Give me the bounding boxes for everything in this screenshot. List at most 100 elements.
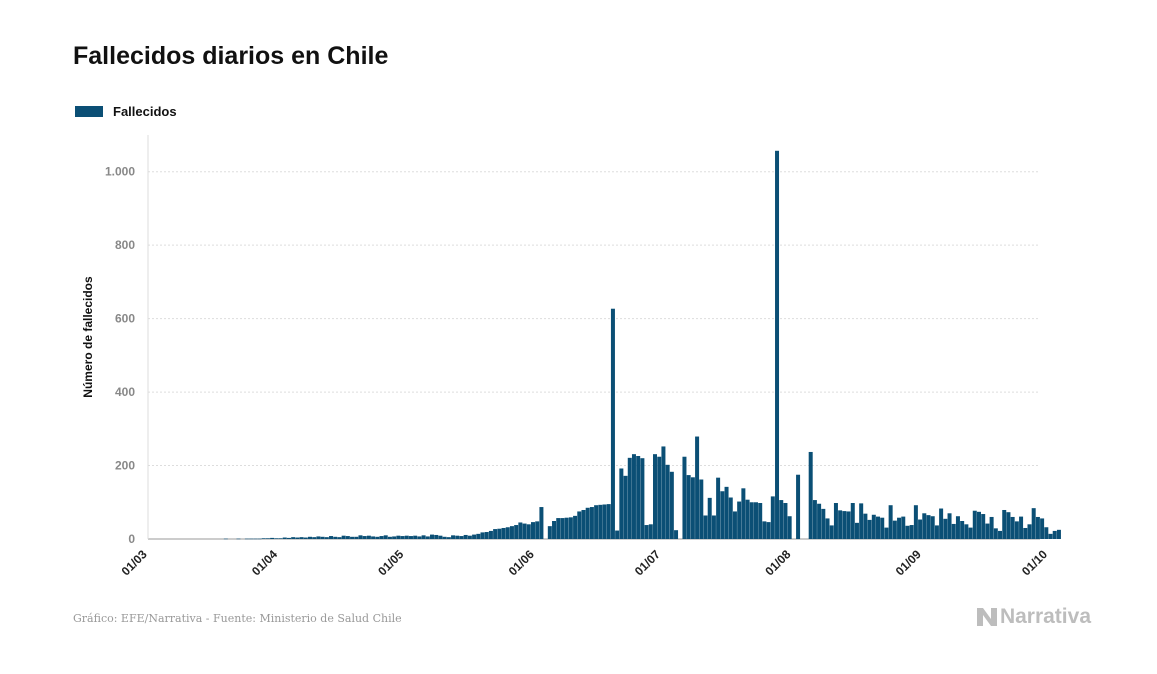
- bar: [876, 516, 881, 539]
- bar: [1002, 509, 1007, 539]
- bar: [993, 528, 998, 539]
- bar: [741, 488, 746, 539]
- bar: [472, 534, 477, 539]
- x-tick-label: 01/06: [506, 547, 537, 578]
- bar: [295, 537, 300, 539]
- bar: [644, 525, 649, 539]
- bar: [976, 511, 981, 539]
- bar: [396, 535, 401, 539]
- bar: [421, 535, 426, 539]
- bar: [775, 150, 780, 540]
- bar: [623, 475, 628, 539]
- bar: [892, 520, 897, 539]
- bar: [918, 519, 923, 539]
- bar: [354, 536, 359, 539]
- y-axis-label: Número de fallecidos: [81, 276, 95, 398]
- bar: [913, 505, 918, 539]
- y-tick-label: 200: [115, 459, 135, 473]
- chart-title: Fallecidos diarios en Chile: [73, 42, 389, 70]
- source-note: Gráfico: EFE/Narrativa - Fuente: Ministe…: [73, 612, 402, 625]
- bar: [732, 511, 737, 539]
- bar: [270, 537, 275, 539]
- y-tick-label: 0: [128, 532, 135, 546]
- bar: [446, 537, 451, 539]
- bar: [905, 525, 910, 539]
- bar: [1052, 530, 1057, 539]
- bar: [606, 504, 611, 539]
- bar: [951, 523, 956, 539]
- x-tick-label: 01/08: [762, 547, 793, 578]
- bar: [657, 456, 662, 539]
- bar: [703, 515, 708, 539]
- bar: [989, 516, 994, 539]
- bar: [863, 513, 868, 539]
- bar: [463, 534, 468, 539]
- bar: [501, 527, 506, 539]
- bar: [960, 521, 965, 539]
- bar: [1006, 512, 1011, 539]
- bar: [829, 525, 834, 539]
- bar: [594, 505, 599, 539]
- bar: [568, 517, 573, 539]
- bar: [972, 510, 977, 539]
- bar: [362, 536, 367, 539]
- bar: [408, 536, 413, 539]
- bar: [341, 535, 346, 539]
- bar: [749, 502, 754, 539]
- bar: [985, 523, 990, 539]
- bar: [909, 525, 914, 539]
- bar: [257, 538, 262, 540]
- bar: [375, 536, 380, 539]
- bar: [514, 525, 519, 539]
- bar: [488, 530, 493, 539]
- bar: [425, 536, 430, 539]
- bar: [850, 503, 855, 539]
- bar: [636, 456, 641, 539]
- bar: [926, 515, 931, 539]
- bar: [484, 532, 489, 539]
- bar: [387, 536, 392, 539]
- bar: [686, 475, 691, 539]
- bar: [998, 530, 1003, 539]
- bar: [585, 507, 590, 539]
- bar: [880, 517, 885, 539]
- bar: [350, 536, 355, 539]
- bar: [312, 537, 317, 539]
- bar: [552, 521, 557, 539]
- bar: [619, 468, 624, 539]
- bar: [261, 538, 266, 539]
- bar: [530, 522, 535, 539]
- legend: Fallecidos: [75, 104, 177, 119]
- bar: [400, 536, 405, 539]
- bar: [825, 518, 830, 539]
- bar: [812, 500, 817, 539]
- bar: [392, 536, 397, 539]
- bar: [434, 534, 439, 539]
- bar: [438, 535, 443, 539]
- bar: [573, 515, 578, 539]
- bar: [417, 536, 422, 539]
- bar: [766, 522, 771, 539]
- bar: [661, 446, 666, 539]
- bar: [358, 535, 363, 539]
- bar: [724, 486, 729, 539]
- bar: [838, 510, 843, 539]
- bar: [480, 532, 485, 539]
- bar: [897, 517, 902, 539]
- bar: [808, 451, 813, 539]
- bar: [783, 503, 788, 539]
- bar: [610, 308, 615, 539]
- bar: [796, 474, 801, 539]
- bar: [404, 535, 409, 539]
- x-axis-ticks: 01/03 01/04 01/05 01/06 01/07 01/08 01/09 01/10: [119, 547, 1051, 578]
- bar: [762, 521, 767, 539]
- bar: [669, 471, 674, 539]
- bar: [737, 501, 742, 539]
- bar: [1027, 524, 1032, 539]
- bar: [278, 538, 283, 539]
- x-tick-label: 01/10: [1019, 547, 1050, 578]
- x-tick-label: 01/05: [375, 547, 406, 578]
- bar: [842, 511, 847, 539]
- bar: [547, 526, 552, 539]
- bar: [779, 500, 784, 539]
